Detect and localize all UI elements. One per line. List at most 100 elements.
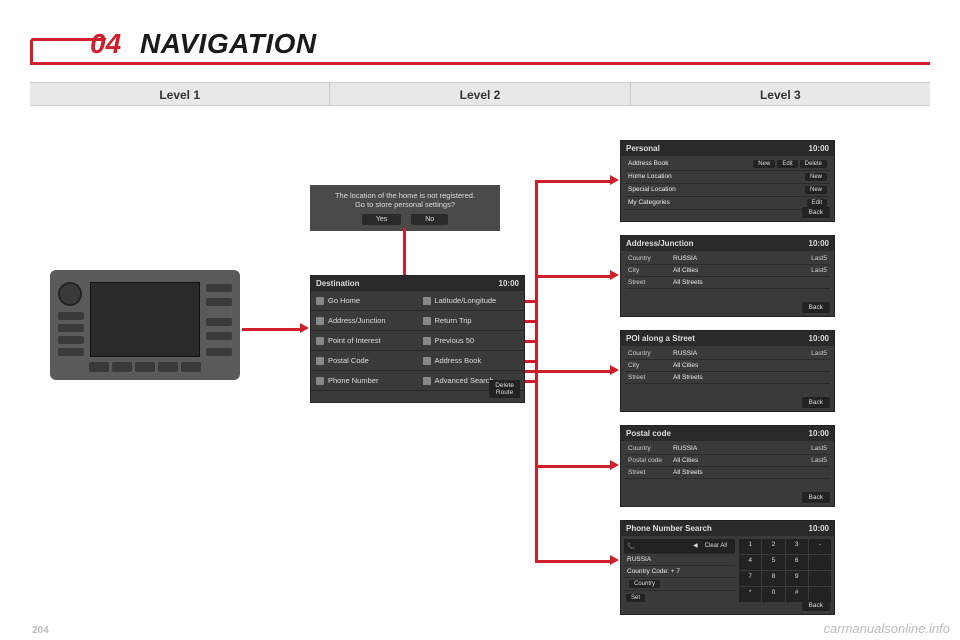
destination-item[interactable]: Postal Code [311, 351, 418, 371]
destination-item-label: Postal Code [328, 356, 369, 365]
device-knob [58, 282, 82, 306]
keypad-key[interactable]: 1 [739, 539, 761, 554]
data-row[interactable]: CountryRUSSIALast5 [625, 253, 830, 265]
keypad-key[interactable] [809, 555, 831, 570]
cell: All Cities [673, 457, 797, 464]
mini-button[interactable]: Edit [777, 160, 797, 168]
destination-item-label: Address Book [435, 356, 482, 365]
data-row[interactable]: CountryRUSSIALast5 [625, 443, 830, 455]
keypad-key[interactable]: 7 [739, 571, 761, 586]
device-button [58, 324, 84, 332]
cell: Country [628, 350, 673, 357]
back-button[interactable]: Back [802, 207, 830, 218]
destination-item-label: Point of Interest [328, 336, 381, 345]
back-button[interactable]: Back [802, 302, 830, 313]
keypad-key[interactable]: 0 [762, 587, 784, 602]
cell: Country [628, 445, 673, 452]
mini-button[interactable]: New [753, 160, 775, 168]
destination-item-label: Return Trip [435, 316, 472, 325]
cell: Last5 [797, 457, 827, 464]
phone-search-screen: Phone Number Search 10:00 📞◀Clear All RU… [620, 520, 835, 615]
cell [797, 279, 827, 286]
cell: All Streets [673, 279, 797, 286]
destination-item-label: Previous 50 [435, 336, 475, 345]
device-button [206, 284, 232, 292]
data-row[interactable]: CountryRUSSIALast5 [625, 348, 830, 360]
cell: Last5 [797, 267, 827, 274]
device-button [206, 332, 232, 340]
keypad-key[interactable]: 6 [786, 555, 808, 570]
arrow-stub [525, 360, 538, 363]
set-button[interactable]: Set [626, 594, 645, 602]
destination-item[interactable]: Go Home [311, 291, 418, 311]
clear-all-button[interactable]: Clear All [700, 542, 732, 550]
dialog-yes-button[interactable]: Yes [362, 214, 401, 225]
postal-title: Postal code [626, 429, 671, 438]
destination-item[interactable]: Previous 50 [418, 331, 525, 351]
keypad-key[interactable]: - [809, 539, 831, 554]
menu-icon [316, 377, 324, 385]
page-frame: 04 NAVIGATION Level 1 Level 2 Level 3 [30, 20, 930, 620]
country-button[interactable]: Country [629, 580, 660, 588]
personal-row: Home LocationNew [625, 171, 830, 184]
mini-button[interactable]: Edit [807, 199, 827, 207]
mini-button[interactable]: New [805, 186, 827, 194]
back-button[interactable]: Back [802, 492, 830, 503]
back-button[interactable]: Back [802, 600, 830, 611]
personal-row: My CategoriesEdit [625, 197, 830, 210]
level-1-header: Level 1 [30, 83, 330, 105]
address-junction-title: Address/Junction [626, 239, 694, 248]
destination-item[interactable]: Address Book [418, 351, 525, 371]
destination-item[interactable]: Latitude/Longitude [418, 291, 525, 311]
cell: Postal code [628, 457, 673, 464]
arrow-stub [525, 380, 538, 383]
nav-device [50, 270, 240, 380]
keypad-key[interactable]: 8 [762, 571, 784, 586]
back-button[interactable]: Back [802, 397, 830, 408]
dialog-line2: Go to store personal settings? [316, 200, 494, 209]
destination-item-label: Go Home [328, 296, 360, 305]
phone-russia: RUSSIA [627, 556, 732, 563]
cell: Street [628, 279, 673, 286]
keypad-key[interactable]: * [739, 587, 761, 602]
keypad-key[interactable]: 2 [762, 539, 784, 554]
destination-item[interactable]: Phone Number [311, 371, 418, 391]
arrow-to-postal [535, 465, 612, 468]
destination-item[interactable]: Address/Junction [311, 311, 418, 331]
country-code: Country Code: + 7 [627, 568, 732, 575]
destination-item[interactable]: Point of Interest [311, 331, 418, 351]
page-number: 204 [32, 625, 49, 636]
row-label: Address Book [628, 160, 751, 168]
dialog-no-button[interactable]: No [411, 214, 448, 225]
clock: 10:00 [809, 429, 829, 438]
mini-button[interactable]: New [805, 173, 827, 181]
data-row[interactable]: CityAll CitiesLast5 [625, 265, 830, 277]
clock: 10:00 [809, 239, 829, 248]
data-row[interactable]: Postal codeAll CitiesLast5 [625, 455, 830, 467]
address-junction-screen: Address/Junction 10:00 CountryRUSSIALast… [620, 235, 835, 317]
cell: Country [628, 255, 673, 262]
phone-keypad[interactable]: 123-456789*0# [739, 539, 831, 602]
cell [797, 362, 827, 369]
mini-button[interactable]: Delete [800, 160, 827, 168]
row-label: Home Location [628, 173, 803, 181]
arrow-spine [535, 180, 538, 560]
device-button [58, 348, 84, 356]
keypad-key[interactable]: 3 [786, 539, 808, 554]
data-row[interactable]: CityAll Cities [625, 360, 830, 372]
delete-route-button[interactable]: DeleteRoute [489, 380, 520, 398]
keypad-key[interactable]: 5 [762, 555, 784, 570]
keypad-key[interactable] [809, 571, 831, 586]
cell: RUSSIA [673, 350, 797, 357]
arrow-l1-l2 [242, 328, 302, 331]
personal-screen: Personal 10:00 Address BookNewEditDelete… [620, 140, 835, 222]
keypad-key[interactable]: 4 [739, 555, 761, 570]
data-row[interactable]: StreetAll Streets [625, 277, 830, 289]
phone-title: Phone Number Search [626, 524, 712, 533]
data-row[interactable]: StreetAll Streets [625, 372, 830, 384]
destination-item[interactable]: Return Trip [418, 311, 525, 331]
content-area: The location of the home is not register… [30, 110, 930, 600]
arrow-stub [525, 320, 538, 323]
data-row[interactable]: StreetAll Streets [625, 467, 830, 479]
keypad-key[interactable]: 9 [786, 571, 808, 586]
